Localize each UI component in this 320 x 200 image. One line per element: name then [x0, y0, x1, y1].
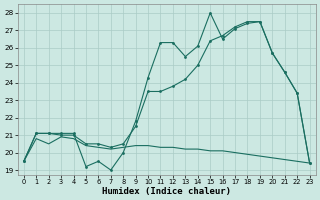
X-axis label: Humidex (Indice chaleur): Humidex (Indice chaleur) [102, 187, 231, 196]
